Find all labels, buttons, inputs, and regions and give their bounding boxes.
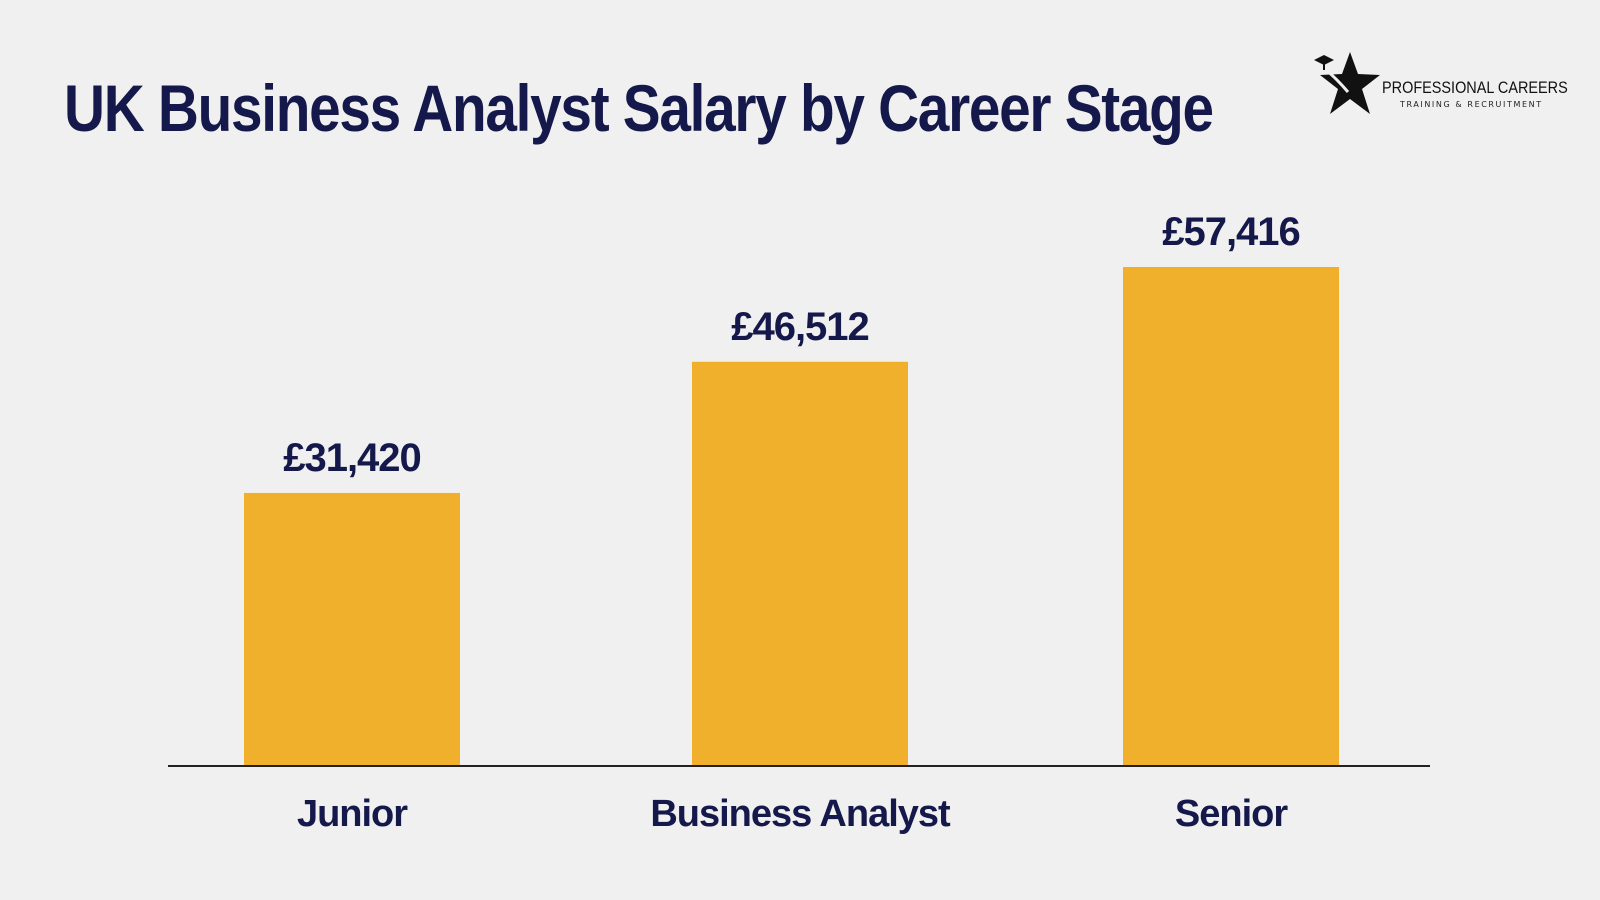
category-label: Business Analyst [650, 793, 951, 835]
star-graduate-icon [1314, 52, 1380, 114]
bar-1 [692, 361, 908, 766]
bar-value-label: £46,512 [731, 305, 869, 349]
category-label: Junior [297, 793, 408, 835]
company-logo: PROFESSIONAL CAREERS TRAINING & RECRUITM… [1310, 48, 1570, 124]
logo-tagline: TRAINING & RECRUITMENT [1400, 100, 1543, 109]
bar-0 [244, 492, 460, 766]
chart-title: UK Business Analyst Salary by Career Sta… [64, 71, 1214, 145]
bar-value-label: £57,416 [1162, 210, 1300, 254]
category-label: Senior [1175, 793, 1288, 835]
bar-2 [1123, 267, 1339, 766]
bar-value-label: £31,420 [283, 436, 421, 480]
logo-name: PROFESSIONAL CAREERS [1382, 78, 1568, 97]
